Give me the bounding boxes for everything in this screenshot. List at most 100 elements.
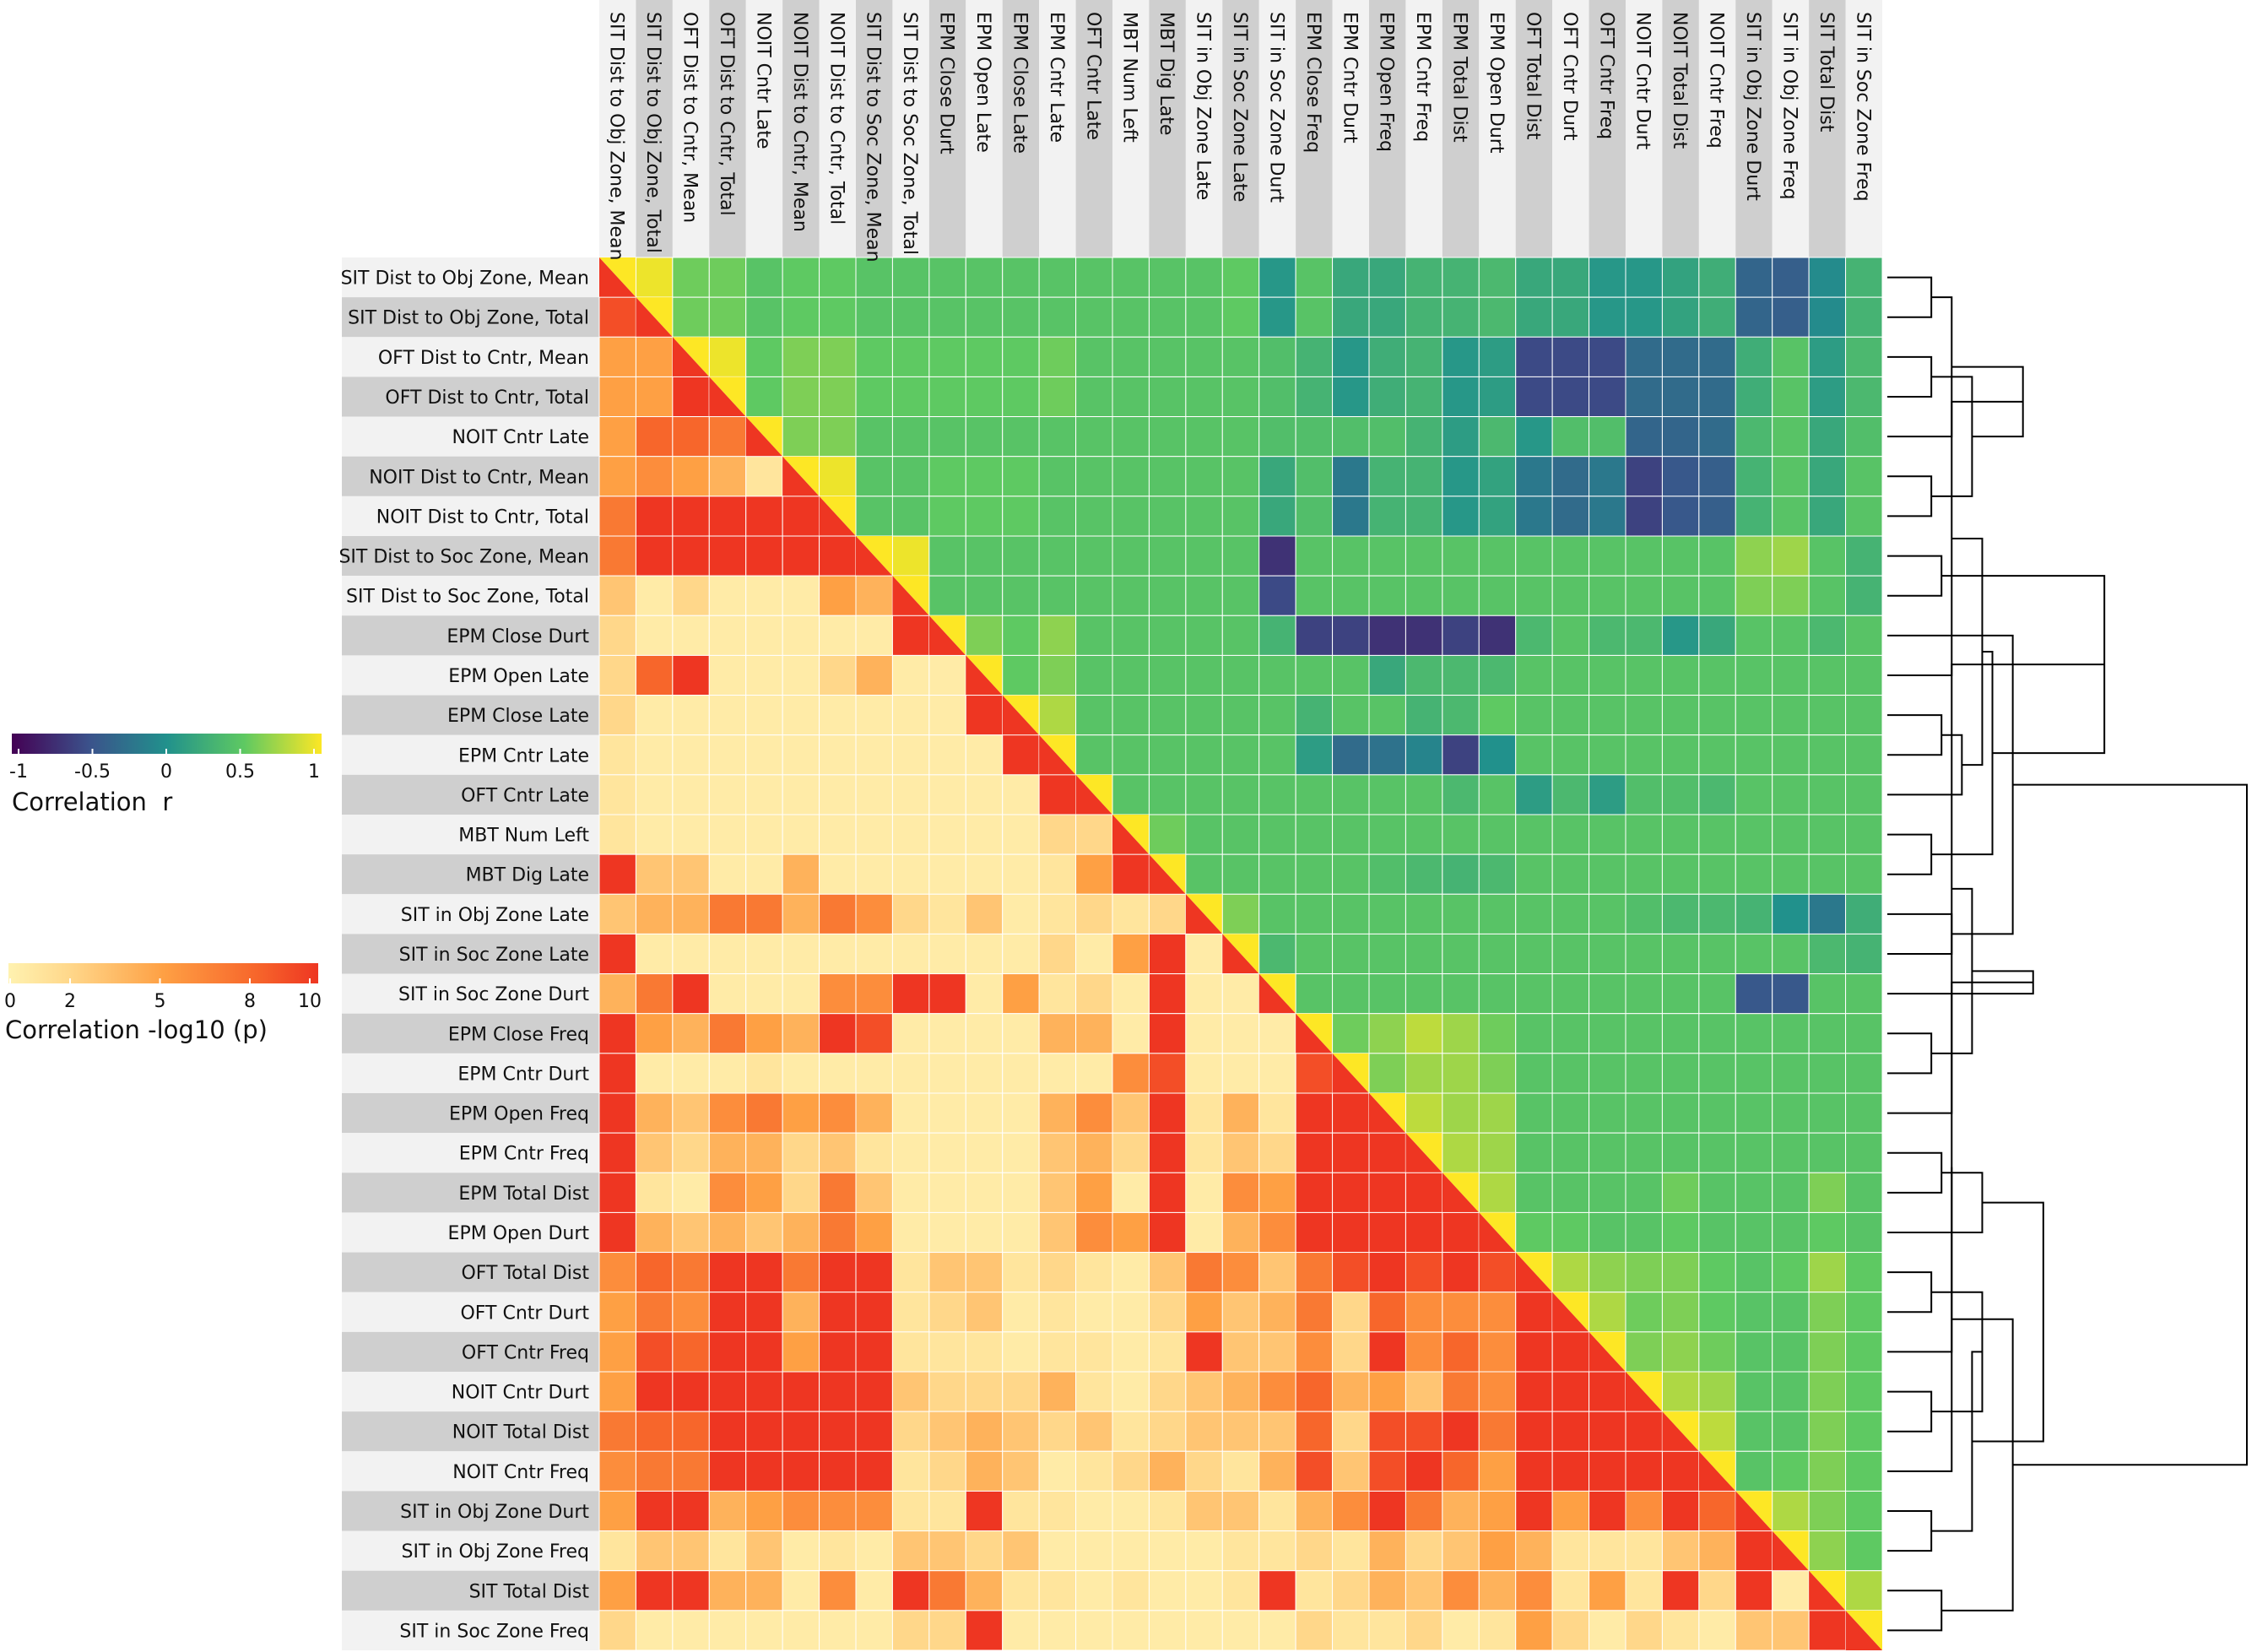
heatmap-cell-r [928,456,966,497]
diagonal-p-mark [1442,1173,1480,1213]
heatmap-cell-logp [1258,1490,1296,1532]
heatmap-cell-logp [1295,1092,1334,1134]
heatmap-cell-logp [819,814,857,855]
heatmap-cell-logp [1038,1292,1077,1333]
heatmap-cell-r [1442,535,1480,577]
row-band [342,934,599,974]
heatmap-cell-logp [782,933,820,975]
heatmap-cell-logp [1038,973,1077,1015]
heatmap-cell-r [1185,654,1223,696]
heatmap-cell-logp [598,1450,636,1492]
heatmap-cell-r [1661,1092,1700,1134]
heatmap-cell-r [1368,814,1406,855]
heatmap-cell-r [1551,1053,1590,1094]
heatmap-cell-r [1845,1211,1883,1254]
column-band [1185,0,1223,257]
heatmap-cell-r [1038,654,1077,696]
heatmap-cell-logp [598,1053,636,1094]
heatmap-cell-r [1368,575,1406,616]
diagonal-p-mark [782,456,820,496]
column-label: SIT in Obj Zone Durt [1742,12,1763,201]
heatmap-cell-r [1515,1172,1553,1213]
heatmap-cell-r [891,336,930,377]
row-band [342,774,599,815]
heatmap-cell-r [1442,296,1480,338]
heatmap-cell-logp [1148,1013,1187,1054]
heatmap-cell-logp [782,1530,820,1572]
heatmap-cell-r [1442,575,1480,616]
heatmap-cell-r [1185,695,1223,736]
heatmap-cell-r [819,296,857,338]
row-band [342,1013,599,1053]
heatmap-cell-r [1405,654,1443,696]
heatmap-cell-logp [672,1610,710,1651]
heatmap-cell-r [1698,853,1736,895]
row-band [342,695,599,735]
heatmap-cell-r [1735,933,1773,975]
heatmap-cell-logp [1478,1570,1517,1611]
heatmap-cell-logp [1075,1013,1113,1054]
heatmap-cell-logp [965,1450,1004,1492]
heatmap-cell-r [1478,893,1517,934]
heatmap-cell-r [1405,336,1443,377]
heatmap-cell-r [1258,774,1296,815]
heatmap-cell-r [1845,654,1883,696]
heatmap-cell-logp [1478,1610,1517,1651]
dendrogram-branch [1901,664,2105,1114]
heatmap-cell-logp [1478,1331,1517,1373]
heatmap-cell-logp [635,615,674,656]
heatmap-cell-r [1808,1092,1847,1134]
heatmap-cell-logp [598,734,636,776]
heatmap-cell-logp [1332,1331,1370,1373]
heatmap-cell-r [1625,1013,1663,1054]
heatmap-cell-r [1661,1292,1700,1333]
heatmap-cell-r [1515,456,1553,497]
heatmap-cell-logp [1332,1610,1370,1651]
heatmap-cell-logp [598,933,636,975]
heatmap-cell-r [1735,1013,1773,1054]
heatmap-cell-logp [891,734,930,776]
column-label: NOIT Cntr Freq [1706,12,1727,149]
heatmap-cell-r [1661,257,1700,298]
heatmap-cell-r [1075,535,1113,577]
heatmap-cell-logp [745,1013,783,1054]
heatmap-cell-r [1589,933,1626,975]
heatmap-cell-logp [1002,1211,1040,1254]
heatmap-cell-r [1368,933,1406,975]
heatmap-cell-logp [1112,1411,1150,1452]
diagonal-p-mark [1845,1610,1882,1650]
heatmap-cell-r [1075,615,1113,656]
heatmap-cell-r [1515,336,1553,377]
heatmap-cell-logp [1405,1530,1443,1572]
heatmap-cell-logp [1295,1610,1334,1651]
heatmap-cell-r [1002,416,1040,458]
heatmap-cell-r [1258,257,1296,298]
heatmap-cell-logp [1589,1450,1626,1492]
diagonal-p-mark [1809,1570,1846,1611]
heatmap-cell-logp [782,1172,820,1213]
heatmap-cell-logp [782,1132,820,1173]
heatmap-cell-r [1845,1530,1883,1572]
heatmap-cell-r [1772,1292,1810,1333]
heatmap-cell-logp [1368,1211,1406,1254]
heatmap-cell-r [1735,853,1773,895]
heatmap-cell-logp [965,734,1004,776]
heatmap-cell-r [1698,893,1736,934]
heatmap-cell-logp [1661,1490,1700,1532]
heatmap-cell-r [1551,853,1590,895]
heatmap-cell-r [1698,1371,1736,1412]
heatmap-cell-r [1368,654,1406,696]
heatmap-cell-r [1332,615,1370,656]
heatmap-cell-logp [1221,1530,1260,1572]
row-label: SIT Dist to Obj Zone, Total [348,308,589,329]
heatmap-cell-r [1148,336,1187,377]
heatmap-cell-r [1038,257,1077,298]
column-label: NOIT Total Dist [1669,12,1690,149]
heatmap-cell-r [965,376,1004,418]
heatmap-cell-r [1515,1132,1553,1173]
heatmap-cell-r [1625,654,1663,696]
heatmap-cell-r [1808,853,1847,895]
heatmap-cell-r [1442,1013,1480,1054]
heatmap-cell-r [1551,1211,1590,1254]
heatmap-cell-logp [819,1092,857,1134]
